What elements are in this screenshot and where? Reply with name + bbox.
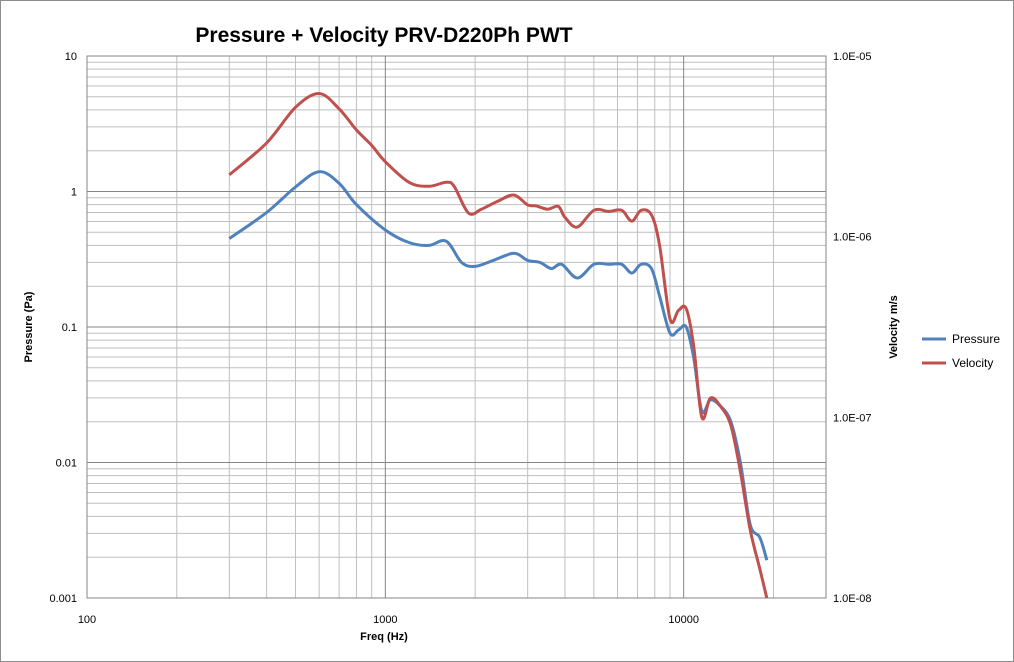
legend-label-pressure: Pressure (952, 332, 1000, 346)
y2-tick-labels: 1.0E-05 1.0E-06 1.0E-07 1.0E-08 (833, 51, 872, 605)
y2-axis-label: Velocity m/s (888, 295, 900, 359)
y2-tick-label: 1.0E-08 (833, 593, 872, 605)
y2-tick-label: 1.0E-07 (833, 412, 872, 424)
plot-area-border (86, 55, 827, 599)
series-lines (228, 91, 769, 599)
series-line-pressure (228, 170, 769, 561)
y-tick-label: 0.01 (56, 458, 77, 470)
y2-tick-label: 1.0E-05 (833, 51, 872, 63)
y-tick-label: 10 (65, 51, 77, 63)
y-tick-label: 0.001 (49, 593, 77, 605)
y-tick-labels: 10 1 0.1 0.01 0.001 (49, 51, 77, 605)
y-axis-label: Pressure (Pa) (23, 291, 35, 362)
x-tick-label: 1000 (373, 614, 397, 626)
chart-title: Pressure + Velocity PRV-D220Ph PWT (195, 24, 572, 47)
x-axis-label: Freq (Hz) (360, 631, 408, 643)
legend: Pressure Velocity (922, 332, 1000, 370)
y-tick-label: 0.1 (62, 322, 77, 334)
x-tick-label: 100 (78, 614, 96, 626)
x-tick-labels: 100 1000 10000 (78, 614, 699, 626)
legend-label-velocity: Velocity (952, 356, 993, 370)
series-line-velocity (228, 91, 769, 599)
y-tick-label: 1 (71, 187, 77, 199)
y2-tick-label: 1.0E-06 (833, 232, 872, 244)
x-tick-label: 10000 (668, 614, 699, 626)
